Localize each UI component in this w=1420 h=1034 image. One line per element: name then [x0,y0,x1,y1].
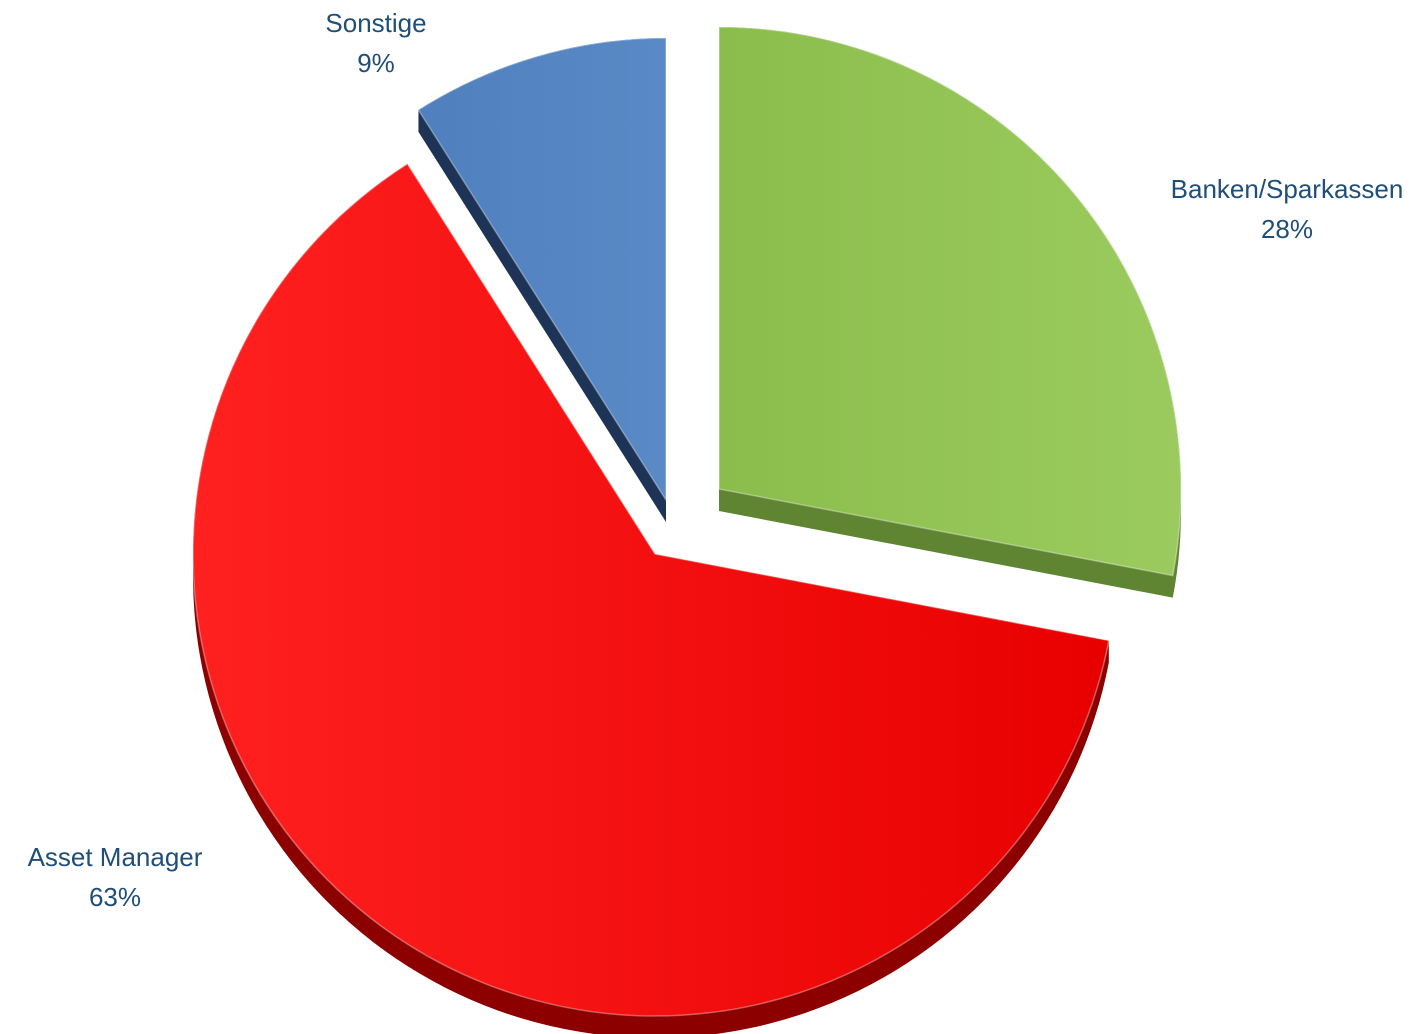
slice-asset-manager [192,162,1110,1017]
slice-label-sonstige-name: Sonstige [325,8,426,38]
slice-banken-sparkassen [718,26,1182,577]
slice-label-asset-manager-value: 63% [89,882,141,912]
slice-sonstige [417,37,667,503]
slice-label-banken-sparkassen-value: 28% [1261,214,1313,244]
slice-label-sonstige-value: 9% [357,48,395,78]
slice-label-banken-sparkassen-name: Banken/Sparkassen [1171,174,1404,204]
slice-label-asset-manager-name: Asset Manager [28,842,203,872]
slices-layer [192,26,1182,1034]
labels-layer: Banken/Sparkassen 28% Asset Manager 63% … [28,8,1404,912]
